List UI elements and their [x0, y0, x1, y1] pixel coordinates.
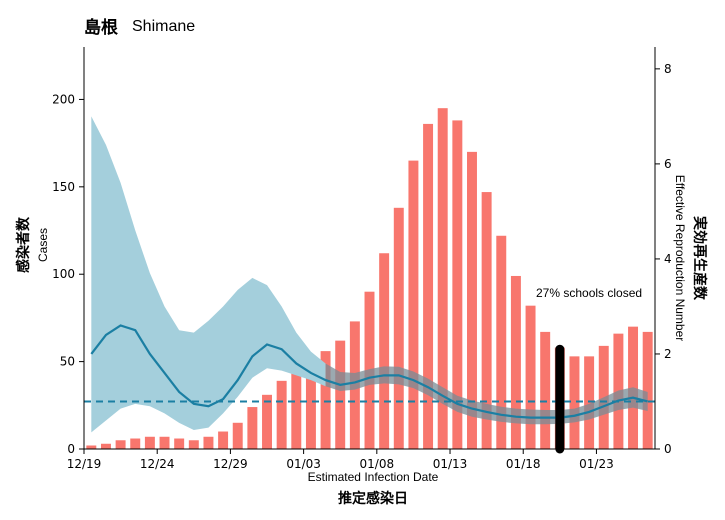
case-bar: [218, 431, 229, 449]
case-bar: [467, 151, 477, 449]
case-bar: [569, 356, 580, 449]
y2-axis-label: Effective Reproduction Number: [673, 175, 687, 342]
x-tick-label: 12/19: [67, 457, 102, 471]
case-bar: [115, 440, 126, 449]
case-bar: [86, 445, 97, 449]
case-bar: [540, 331, 551, 449]
case-bar: [452, 120, 463, 450]
case-bar: [379, 253, 390, 449]
case-bar: [291, 370, 302, 449]
x-tick-label: 12/24: [140, 457, 175, 471]
y-tick-label: 150: [52, 180, 75, 194]
case-bar: [305, 361, 316, 449]
case-bar: [159, 436, 170, 449]
case-bar: [525, 305, 536, 449]
case-bar: [642, 331, 653, 449]
case-bar: [393, 207, 404, 449]
y-tick-label: 0: [67, 442, 75, 456]
case-bar: [144, 436, 155, 449]
case-bar: [174, 438, 185, 449]
rt-line: [90, 324, 648, 419]
x-tick-label: 01/03: [286, 457, 321, 471]
x-axis-label-jp: 推定感染日: [338, 490, 408, 507]
case-bar: [100, 443, 111, 449]
x-tick-label: 01/23: [579, 457, 614, 471]
y2-tick-label: 0: [664, 442, 672, 456]
case-bar: [496, 235, 507, 449]
case-bar: [130, 438, 141, 449]
case-bar: [408, 160, 419, 449]
y2-tick-label: 2: [664, 347, 672, 361]
y2-tick-label: 4: [664, 252, 672, 266]
chart-title: 島根: [84, 17, 118, 38]
y-tick-label: 50: [60, 355, 75, 369]
x-tick-label: 01/13: [433, 457, 468, 471]
rt-confidence-band-early: [91, 116, 326, 433]
y2-axis-label-jp: 実効再生産数: [691, 216, 708, 301]
y-tick-label: 100: [52, 267, 75, 281]
chart-subtitle: Shimane: [132, 18, 195, 35]
case-bar: [481, 192, 492, 449]
case-bar: [232, 422, 243, 449]
case-bar: [247, 407, 258, 449]
y-axis-label: Cases: [36, 228, 50, 262]
y-tick-label: 200: [52, 92, 75, 106]
y-axis-label-jp: 感染者数: [15, 216, 32, 273]
case-bar: [510, 275, 521, 449]
case-bar: [188, 440, 199, 449]
annotation-label: 27% schools closed: [536, 286, 642, 300]
case-bar: [276, 380, 287, 449]
case-bar: [262, 394, 272, 449]
x-axis-label: Estimated Infection Date: [308, 470, 439, 484]
y2-tick-label: 6: [664, 157, 672, 171]
x-tick-label: 01/08: [360, 457, 395, 471]
y2-tick-label: 8: [664, 62, 672, 76]
case-bar: [584, 356, 595, 449]
case-bar: [335, 340, 346, 449]
x-tick-label: 12/29: [213, 457, 248, 471]
plot-area: 0 50 100 150 200 0 2 4 6 8 12/19 12/24 12/29 01/03 01/…: [52, 47, 672, 471]
case-bar: [437, 108, 448, 449]
x-tick-label: 01/18: [506, 457, 541, 471]
case-bar: [423, 123, 434, 449]
case-bar: [320, 351, 331, 449]
case-bar: [203, 436, 214, 449]
